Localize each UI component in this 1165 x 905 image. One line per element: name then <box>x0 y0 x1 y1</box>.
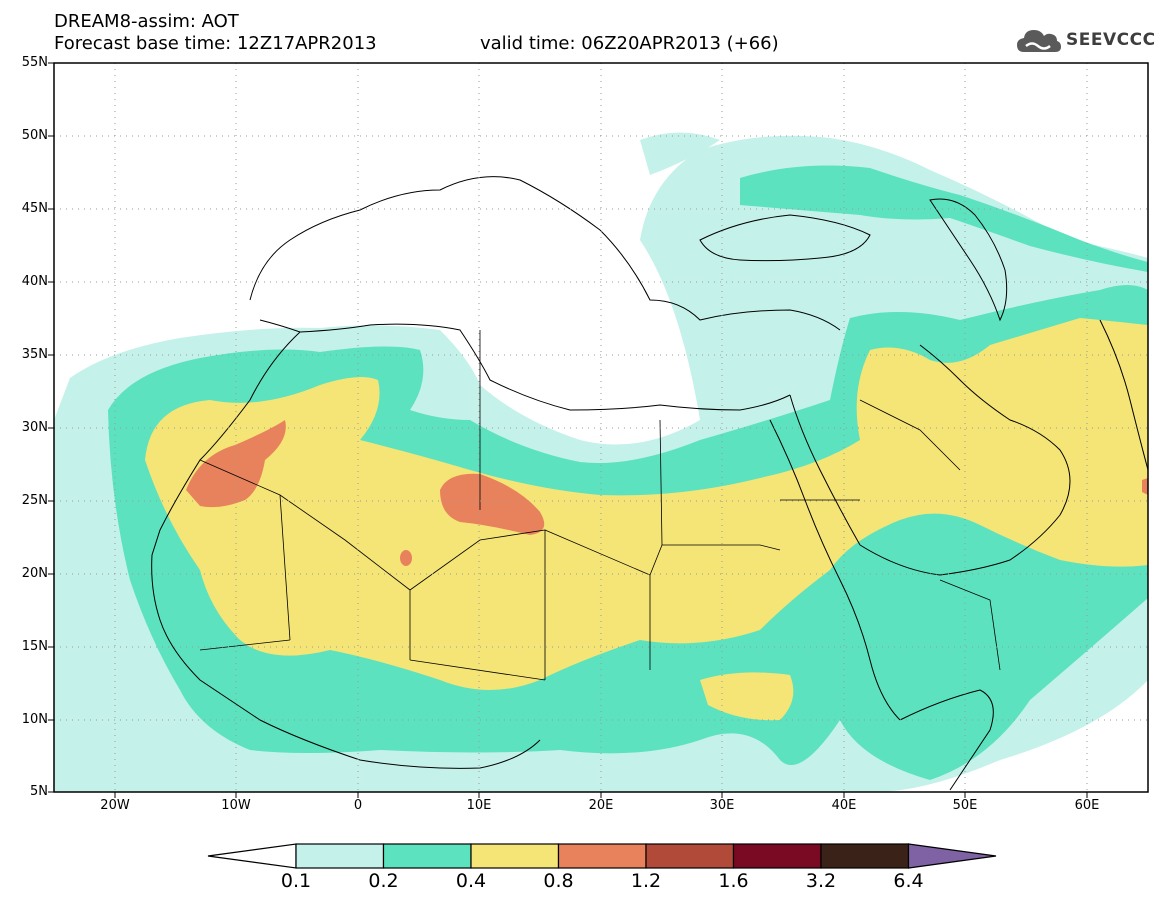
colorbar-swatch-0.2-0.4 <box>382 843 472 869</box>
map-title: DREAM8-assim: AOT <box>54 11 239 32</box>
colorbar-label: 1.2 <box>630 870 662 892</box>
lon-label: 10E <box>466 798 492 813</box>
aot-field <box>54 63 1148 792</box>
lon-label: 20E <box>588 798 614 813</box>
coastline-black-sea <box>699 214 871 262</box>
aot-band-0.2 <box>740 165 1148 272</box>
lat-label: 15N <box>21 639 48 654</box>
lon-label: 20W <box>100 798 130 813</box>
lat-label: 10N <box>21 712 48 727</box>
coastline-caspian <box>929 198 1008 322</box>
lat-label: 20N <box>21 566 48 581</box>
lon-label: 60E <box>1074 798 1100 813</box>
coastline-arabia <box>859 344 1071 576</box>
lat-label: 40N <box>21 274 48 289</box>
lon-label: 50E <box>952 798 978 813</box>
cloud-icon <box>1017 30 1061 52</box>
colorbar-label: 6.4 <box>893 870 924 892</box>
colorbar-label: 0.4 <box>455 870 487 892</box>
colorbar-under-arrow <box>207 843 297 869</box>
aot-band-0.8 <box>400 550 412 566</box>
borders <box>199 330 1001 681</box>
coastline-europe <box>249 176 841 333</box>
lat-label: 35N <box>21 347 48 362</box>
colorbar-label: 0.8 <box>543 870 574 892</box>
lon-label: 30E <box>709 798 735 813</box>
colorbar-swatch-0.1-0.2 <box>295 843 385 869</box>
lat-label: 5N <box>30 784 48 799</box>
colorbar-swatch-0.4-0.8 <box>470 843 560 869</box>
colorbar-label: 3.2 <box>805 870 837 892</box>
colorbar <box>207 843 997 869</box>
colorbar-label: 0.1 <box>280 870 312 892</box>
lon-label: 40E <box>831 798 857 813</box>
valid-time: valid time: 06Z20APR2013 (+66) <box>480 33 779 54</box>
lon-label: 10W <box>221 798 251 813</box>
lat-label: 45N <box>21 201 48 216</box>
seevccc-logo: SEEVCCC <box>1016 24 1156 56</box>
colorbar-over-arrow <box>907 843 997 869</box>
graticule <box>54 63 1148 792</box>
aot-band-0.8 <box>186 420 286 508</box>
colorbar-label: 1.6 <box>718 870 749 892</box>
coastline-north-africa <box>299 323 791 411</box>
aot-band-0.8 <box>440 473 545 535</box>
coastline-red-sea <box>769 394 901 721</box>
lat-label: 30N <box>21 420 48 435</box>
lon-label: 0 <box>353 798 363 813</box>
aot-band-0.4 <box>145 318 1148 690</box>
coastline-india <box>1099 319 1148 471</box>
lat-label: 50N <box>21 128 48 143</box>
colorbar-label: 0.2 <box>368 870 399 892</box>
colorbar-swatch-1.2-1.6 <box>645 843 735 869</box>
coastlines <box>151 176 1148 791</box>
aot-band-0.4 <box>1000 333 1088 413</box>
colorbar-swatch-0.8-1.2 <box>557 843 647 869</box>
aot-band-0.8 <box>1142 478 1148 495</box>
forecast-base-time: Forecast base time: 12Z17APR2013 <box>54 33 377 54</box>
axis-ticks <box>48 62 1088 798</box>
logo-text: SEEVCCC <box>1066 30 1156 50</box>
colorbar-swatch-3.2-6.4 <box>820 843 910 869</box>
aot-band-0.4 <box>700 672 794 721</box>
coastline-west-africa <box>151 331 541 769</box>
colorbar-swatch-1.6-3.2 <box>732 843 822 869</box>
lat-label: 25N <box>21 493 48 508</box>
lat-label: 55N <box>21 55 48 70</box>
coastline-horn-africa <box>899 689 994 791</box>
aot-band-0.1 <box>640 132 720 175</box>
